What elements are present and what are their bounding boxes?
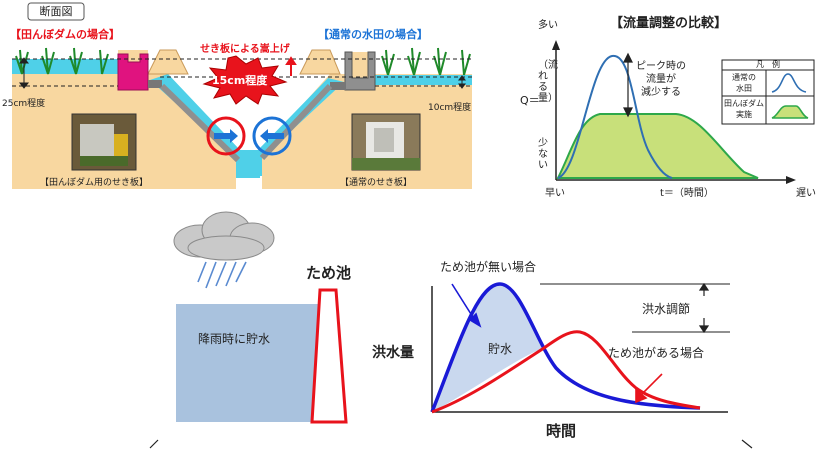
rain-icon (197, 261, 247, 289)
left-photo-caption: 【田んぼダム用のせき板】 (40, 178, 149, 188)
left-flow-arrow (214, 129, 238, 143)
legend-normal-line-1: 通常の (732, 73, 756, 82)
peak-annotation-line-3: 減少する (641, 87, 681, 98)
left-case-label: 【田んぼダムの場合】 (10, 28, 120, 41)
peak-annotation-line-1: ピーク時の (636, 61, 686, 72)
peak-reduction-arrow (623, 52, 633, 118)
grass-left (15, 47, 109, 75)
no-pond-label: ため池が無い場合 (440, 260, 537, 274)
left-paddy-water (12, 59, 118, 74)
left-flow-circle (206, 116, 246, 156)
flow-y-arrow (552, 40, 560, 50)
legend-header: 凡 例 (756, 60, 780, 69)
x-axis-name: t＝（時間） (660, 188, 714, 199)
right-weir-pipe (330, 82, 346, 90)
flood-control-arrow (698, 282, 710, 334)
normal-paddy-curve (557, 54, 673, 179)
raise-starburst (202, 55, 288, 105)
x-axis-left-label: 早い (545, 188, 565, 199)
peak-annotation: ピーク時の 流量が 減少する (636, 60, 686, 99)
pond-title: ため池 (306, 264, 352, 282)
right-flow-circle (252, 116, 292, 156)
storage-area-label: 貯水 (488, 342, 513, 356)
storage-area (432, 284, 544, 412)
weir-raise-label: せき板による嵩上げ (200, 44, 290, 55)
y-axis-name: （流れる量） (538, 60, 558, 104)
depth-arrows (18, 57, 466, 89)
raise-arrow (285, 56, 297, 76)
legend-normal-label: 通常の 水田 (722, 72, 766, 94)
flow-x-arrow (786, 176, 796, 184)
no-pond-pointer (451, 283, 482, 328)
legend-dam-line-2: 実施 (736, 110, 752, 119)
storage-label: 降雨時に貯水 (198, 332, 271, 346)
flow-chart-title: 【流量調整の比較】 (610, 16, 728, 31)
normal-weir-photo (351, 113, 421, 171)
flood-y-axis-label: 洪水量 (372, 345, 414, 361)
flood-x-axis-label: 時間 (546, 422, 577, 440)
y-axis-symbol: Q＝ (520, 94, 540, 107)
grass-right (381, 47, 471, 76)
pond-diagram (149, 211, 753, 449)
normal-weir-box (344, 51, 376, 91)
reservoir-water (176, 304, 318, 422)
legend-normal-line-2: 水田 (736, 84, 752, 93)
left-ridge (147, 49, 189, 75)
water-level-lines (12, 58, 472, 87)
raise-amount-label: 15cm程度 (212, 74, 268, 87)
right-flow-arrow (260, 129, 284, 143)
section-tag-box (27, 2, 85, 21)
left-depth-label: 25cm程度 (2, 99, 46, 109)
with-pond-pointer (635, 373, 663, 404)
x-axis-right-label: 遅い (796, 188, 816, 199)
channel-water (150, 74, 344, 176)
y-axis-bottom-label: 少ない (538, 138, 548, 171)
right-case-label: 【通常の水田の場合】 (318, 28, 428, 41)
left-weir-pipe (148, 80, 162, 88)
right-photo-caption: 【通常のせき板】 (340, 178, 413, 188)
no-pond-curve (430, 282, 701, 413)
legend-dam-label: 田んぼダム 実施 (722, 98, 766, 120)
flow-legend (721, 59, 815, 125)
flow-comparison-chart (552, 40, 815, 184)
y-axis-top-label: 多い (538, 20, 558, 31)
flood-control-label: 洪水調節 (642, 302, 691, 316)
paddy-dam-weir-box (117, 53, 149, 91)
paddy-dam-curve (556, 113, 759, 179)
dam-weir-photo (71, 113, 137, 171)
right-ridge (299, 49, 341, 75)
section-tag: 断面図 (39, 5, 73, 18)
pond-dam-wall (310, 288, 348, 424)
with-pond-label: ため池がある場合 (608, 346, 705, 360)
with-pond-curve (431, 330, 701, 414)
cloud-icon (173, 211, 275, 261)
drain-outlet (236, 150, 260, 178)
right-depth-label: 10cm程度 (428, 103, 472, 113)
legend-normal-swatch (771, 73, 807, 93)
peak-annotation-line-2: 流量が (646, 74, 676, 85)
legend-dam-line-1: 田んぼダム (724, 99, 764, 108)
channel-lining (159, 83, 333, 163)
bottom-frame-curve (149, 439, 753, 449)
legend-dam-swatch (771, 105, 809, 119)
cross-section-diagram (12, 2, 472, 189)
